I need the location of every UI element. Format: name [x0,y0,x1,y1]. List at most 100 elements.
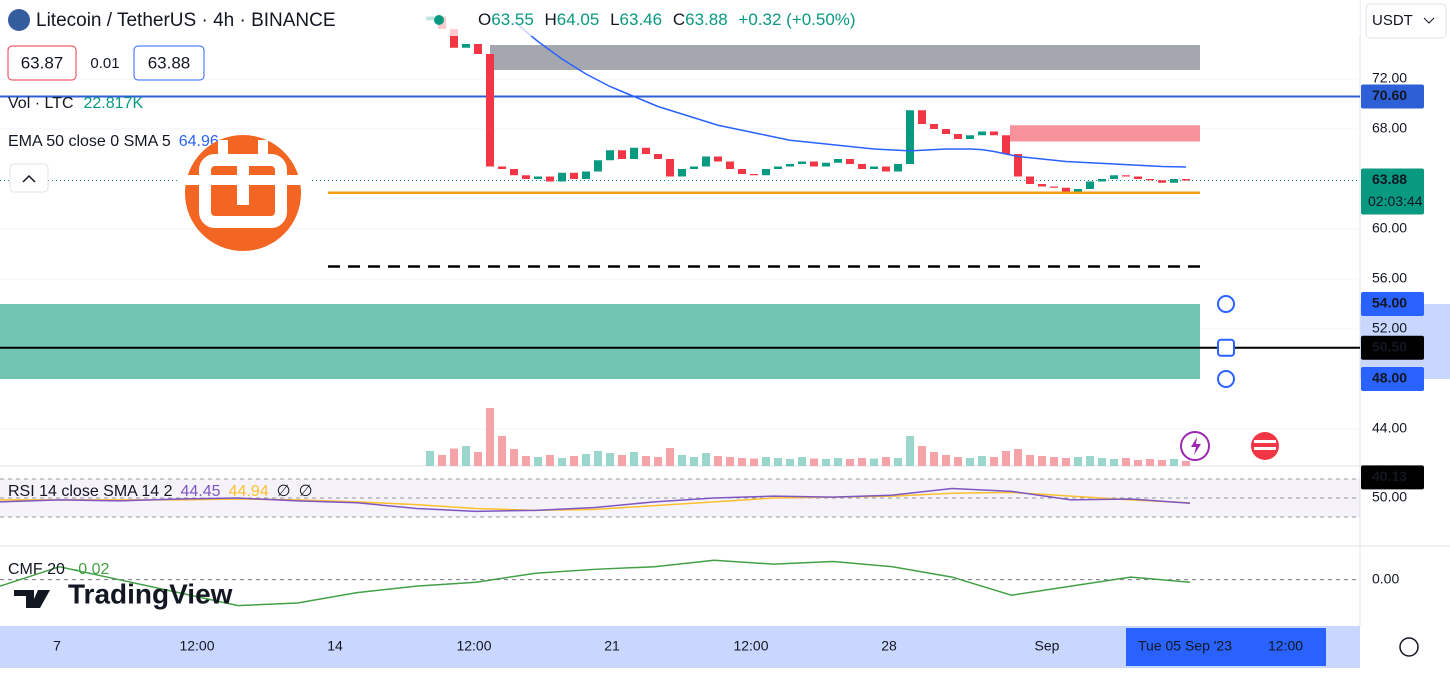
price-badge-label: 40.13 [1372,468,1407,484]
legend-value: 44.45 [181,483,221,500]
volume-bar [558,458,566,466]
volume-bar [966,458,974,466]
volume-bar [666,448,674,466]
candle [558,172,566,182]
bolt [1191,437,1201,455]
candle [774,166,782,169]
crosshair-badge [1126,628,1326,666]
volume-bar [1134,460,1142,466]
price-badge-label: 70.60 [1372,87,1407,103]
candle [1146,179,1154,181]
candle [726,161,734,169]
candle [1098,179,1106,182]
volume-bar [882,457,890,466]
currency[interactable]: USDT [1372,12,1413,29]
candle [918,110,926,124]
price-badge-label: 48.00 [1372,370,1407,386]
candle [990,131,998,136]
volume-bar [522,456,530,466]
header-bg [0,0,1360,36]
candle [894,164,902,172]
price-tick-label: 72.00 [1372,70,1407,86]
price-badge [1361,335,1424,360]
volume-bar [870,458,878,466]
price-tick-label: 68.00 [1372,120,1407,136]
resistance-zone [490,45,1200,70]
ohlc-value: 63.88 [685,10,728,29]
buy-button[interactable] [133,45,205,81]
time-label: Sep [1035,638,1060,654]
candle [1038,184,1046,187]
bid[interactable]: 63.87 [21,53,64,72]
candle [570,172,578,179]
volume-bar [858,458,866,466]
volume-bar [750,458,758,466]
volume-bar [462,446,470,466]
symbol-title[interactable]: Litecoin / TetherUS · 4h · BINANCE [36,10,336,31]
range-zone [0,304,1200,379]
candle [834,159,842,163]
candle [522,175,530,179]
volume-bar [942,455,950,466]
price-badge-label: 50.50 [1372,338,1407,354]
candle [966,135,974,139]
volume-bar [978,456,986,466]
ask[interactable]: 63.88 [148,53,191,72]
event-flag[interactable] [1251,432,1279,460]
volume-bar [1098,458,1106,466]
price-tick-label: 44.00 [1372,420,1407,436]
change: +0.32 (+0.50%) [738,10,855,29]
volume-bar [606,453,614,466]
candle [846,159,854,164]
candle [978,131,986,136]
volume-bar [786,459,794,466]
cmf-line [0,559,1191,607]
volume-bar [774,458,782,466]
volume-bar [546,455,554,466]
volume-bar [426,451,434,466]
legend-label: CMF 20 [8,561,65,578]
price-badge [1361,367,1424,391]
ohlc-value: 63.46 [620,10,663,29]
supply-zone [1010,125,1200,142]
price-tick-label: 56.00 [1372,270,1407,286]
settings-icon[interactable] [1399,637,1419,657]
dropdown-arrow [1423,17,1435,24]
candle [510,169,518,176]
sell-button[interactable] [7,45,77,81]
volume-bar [474,452,482,466]
volume-bar [618,455,626,466]
candle [798,161,806,164]
currency-select[interactable] [1365,3,1447,39]
brand: TradingView [68,578,233,609]
candle [822,162,830,167]
volume-bar [954,457,962,466]
ohlc-key: H [545,10,557,29]
legend-value: -0.02 [73,561,110,578]
legend-value: ∅ [299,483,313,500]
volume-bar [1038,456,1046,466]
collapse-button[interactable] [9,163,49,193]
candle [738,169,746,174]
volume-bar [594,451,602,466]
ohlc-value: 63.55 [491,10,534,29]
ohlc-key: C [673,10,685,29]
volume-bar [1122,458,1130,466]
volume-bar [630,452,638,466]
volume-bar [1170,459,1178,466]
crosshair-time: 12:00 [1268,638,1303,654]
flag-stripe [1254,440,1276,443]
candle [642,147,650,154]
candle [942,129,950,134]
candle [654,154,662,159]
crosshair-date: Tue 05 Sep '23 [1138,638,1232,654]
legend-value: 64.96 [179,133,219,150]
volume-bar [654,457,662,466]
rsi-sma [0,491,1191,512]
legend-value: 44.94 [229,483,269,500]
candle [546,176,554,182]
candle [1122,175,1130,177]
candle [702,156,710,167]
